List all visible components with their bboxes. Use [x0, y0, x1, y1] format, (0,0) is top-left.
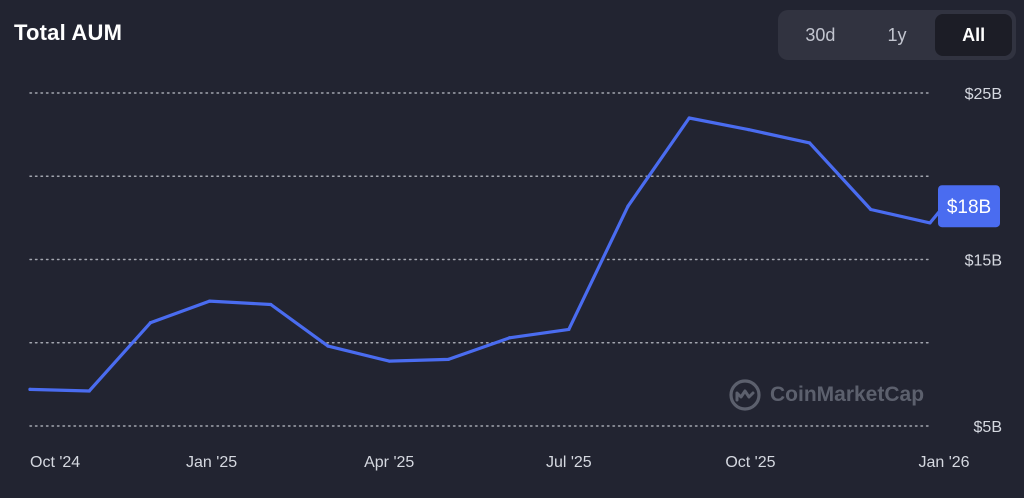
data-point [28, 387, 32, 391]
x-tick-label: Oct '25 [725, 454, 775, 471]
x-tick-label: Oct '24 [30, 454, 80, 471]
y-tick-label: $15B [965, 253, 1002, 270]
data-point [148, 321, 152, 325]
series-line [28, 116, 946, 393]
data-point [208, 299, 212, 303]
tab-30d[interactable]: 30d [805, 24, 836, 45]
x-tick-label: Jan '25 [186, 454, 237, 471]
data-point [808, 141, 812, 145]
data-point [326, 344, 330, 348]
data-point [508, 336, 512, 340]
watermark-text: CoinMarketCap [770, 383, 925, 406]
data-point [567, 327, 571, 332]
tab-all[interactable]: All [935, 14, 1013, 56]
tab-1y[interactable]: 1y [887, 24, 907, 45]
data-point [446, 357, 451, 361]
coinmarketcap-logo-icon [729, 379, 761, 411]
data-point [746, 128, 751, 132]
data-point [626, 204, 630, 208]
y-tick-label: $25B [965, 86, 1002, 103]
time-range-selector: 30d 1y All [778, 10, 1016, 60]
data-point [87, 389, 91, 393]
x-tick-label: Jan '26 [918, 454, 969, 471]
data-point [687, 116, 691, 120]
y-tick-label: $5B [974, 419, 1002, 436]
x-tick-label: Apr '25 [364, 454, 414, 471]
current-value-badge [938, 185, 1000, 228]
data-point [869, 207, 873, 212]
page-title: Total AUM [14, 20, 123, 45]
current-value-label: $18B [947, 197, 991, 218]
data-point [928, 221, 932, 225]
data-point [269, 302, 273, 307]
x-tick-label: Jul '25 [546, 454, 592, 471]
watermark: CoinMarketCap [728, 378, 924, 412]
data-point [387, 359, 391, 363]
